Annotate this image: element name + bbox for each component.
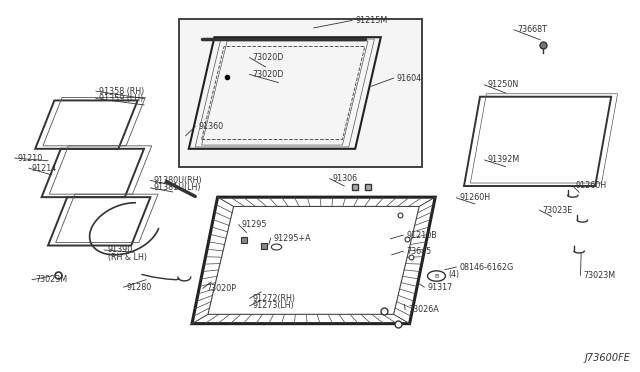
Text: 73668T: 73668T	[517, 25, 547, 34]
Text: J73600FE: J73600FE	[584, 353, 630, 363]
Text: 91380U(RH): 91380U(RH)	[154, 176, 202, 185]
Text: 91360: 91360	[198, 122, 223, 131]
Text: 73023M: 73023M	[35, 275, 67, 284]
Text: 73645: 73645	[406, 247, 431, 256]
Text: 91604: 91604	[397, 74, 422, 83]
Text: 91359 (LH): 91359 (LH)	[99, 94, 143, 103]
Text: 91260H: 91260H	[460, 193, 491, 202]
Text: 73023E: 73023E	[543, 206, 573, 215]
Text: 91358 (RH): 91358 (RH)	[99, 87, 145, 96]
Text: 73020P: 73020P	[206, 284, 236, 293]
Text: 73026A: 73026A	[408, 305, 439, 314]
Text: 91210B: 91210B	[406, 231, 437, 240]
Text: 91390: 91390	[108, 246, 132, 254]
Text: 73020D: 73020D	[253, 53, 284, 62]
Text: 91295+A: 91295+A	[274, 234, 312, 243]
Text: B: B	[435, 274, 438, 279]
Text: 91381U(LH): 91381U(LH)	[154, 183, 201, 192]
Text: (RH & LH): (RH & LH)	[108, 253, 147, 262]
Bar	[179, 19, 422, 167]
Text: 91392M: 91392M	[488, 155, 520, 164]
Text: 91272(RH): 91272(RH)	[253, 294, 296, 303]
Text: 91210: 91210	[18, 154, 43, 163]
Text: (4): (4)	[448, 270, 459, 279]
Text: 91273(LH): 91273(LH)	[253, 301, 294, 310]
Text: 91280: 91280	[127, 283, 152, 292]
Text: 91250N: 91250N	[488, 80, 519, 89]
Text: 73020D: 73020D	[253, 70, 284, 79]
Text: 91215M: 91215M	[355, 16, 387, 25]
Text: 91214: 91214	[32, 164, 57, 173]
Text: 91317: 91317	[428, 283, 452, 292]
Text: 91295: 91295	[242, 220, 268, 229]
Text: 73023M: 73023M	[584, 271, 616, 280]
Text: 91260H: 91260H	[576, 182, 607, 190]
Text: 91306: 91306	[333, 174, 358, 183]
Text: 08146-6162G: 08146-6162G	[460, 263, 514, 272]
